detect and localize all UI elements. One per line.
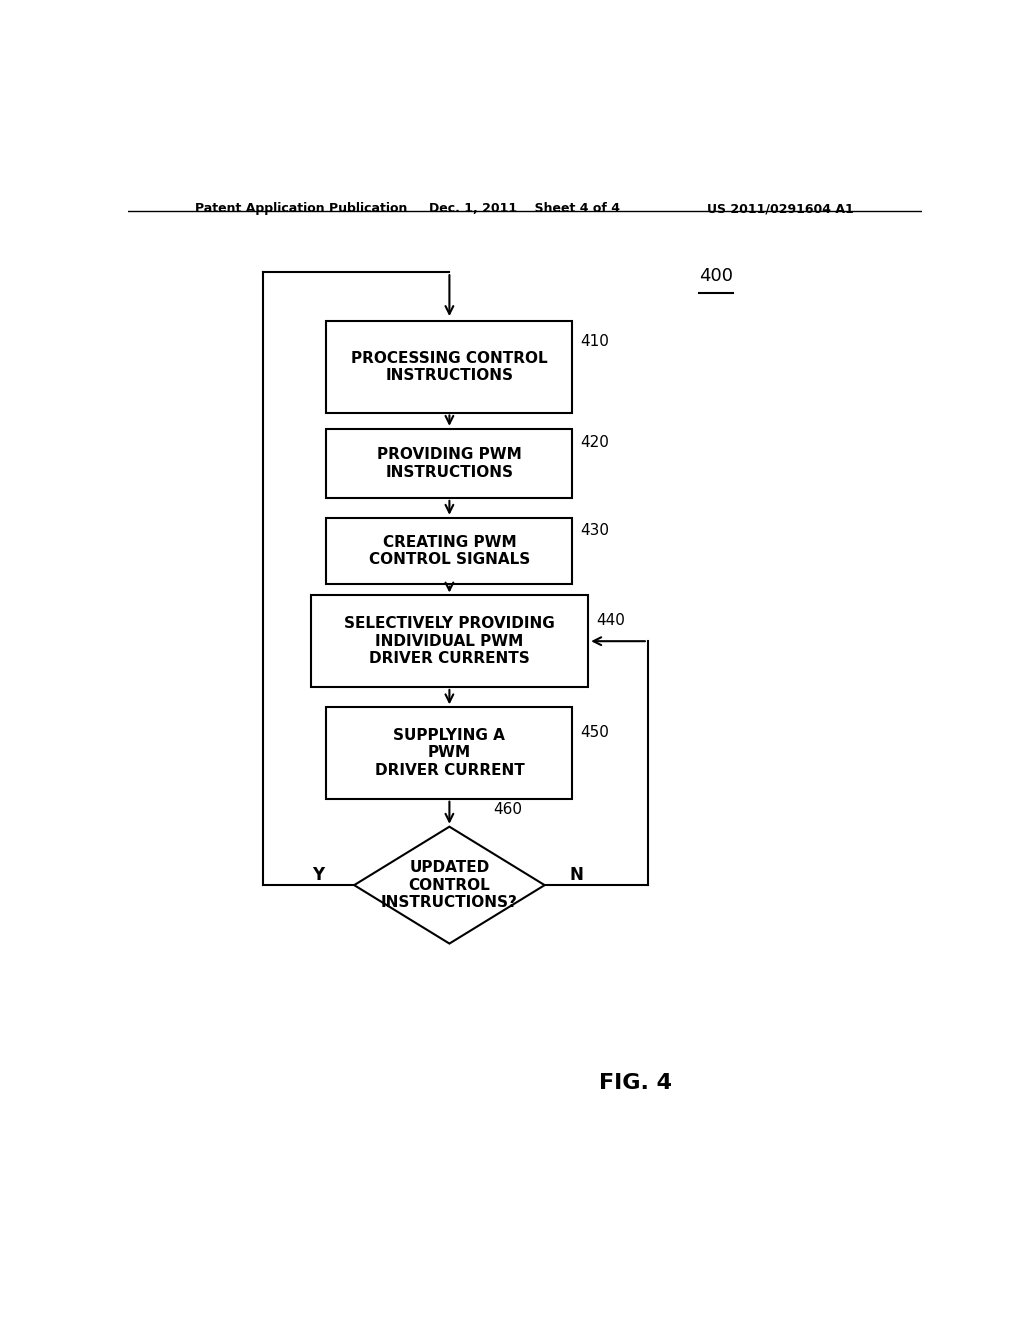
Bar bbox=[310, 595, 588, 686]
Bar bbox=[327, 429, 572, 498]
Text: SELECTIVELY PROVIDING
INDIVIDUAL PWM
DRIVER CURRENTS: SELECTIVELY PROVIDING INDIVIDUAL PWM DRI… bbox=[344, 616, 555, 667]
Bar bbox=[327, 708, 572, 799]
Text: 410: 410 bbox=[581, 334, 609, 348]
Text: N: N bbox=[569, 866, 584, 884]
Text: CREATING PWM
CONTROL SIGNALS: CREATING PWM CONTROL SIGNALS bbox=[369, 535, 530, 566]
Text: 460: 460 bbox=[494, 801, 522, 817]
Text: 440: 440 bbox=[596, 614, 625, 628]
Text: SUPPLYING A
PWM
DRIVER CURRENT: SUPPLYING A PWM DRIVER CURRENT bbox=[375, 729, 524, 777]
Text: 400: 400 bbox=[699, 267, 733, 285]
Text: Dec. 1, 2011    Sheet 4 of 4: Dec. 1, 2011 Sheet 4 of 4 bbox=[429, 202, 621, 215]
Bar bbox=[327, 321, 572, 412]
Text: 420: 420 bbox=[581, 436, 609, 450]
Bar bbox=[327, 517, 572, 583]
Text: 430: 430 bbox=[581, 523, 609, 539]
Polygon shape bbox=[354, 826, 545, 944]
Text: FIG. 4: FIG. 4 bbox=[599, 1073, 673, 1093]
Text: PROVIDING PWM
INSTRUCTIONS: PROVIDING PWM INSTRUCTIONS bbox=[377, 447, 522, 479]
Text: PROCESSING CONTROL
INSTRUCTIONS: PROCESSING CONTROL INSTRUCTIONS bbox=[351, 351, 548, 383]
Text: 450: 450 bbox=[581, 725, 609, 741]
Text: Y: Y bbox=[312, 866, 325, 884]
Text: Patent Application Publication: Patent Application Publication bbox=[196, 202, 408, 215]
Text: US 2011/0291604 A1: US 2011/0291604 A1 bbox=[708, 202, 854, 215]
Text: UPDATED
CONTROL
INSTRUCTIONS?: UPDATED CONTROL INSTRUCTIONS? bbox=[381, 861, 518, 909]
